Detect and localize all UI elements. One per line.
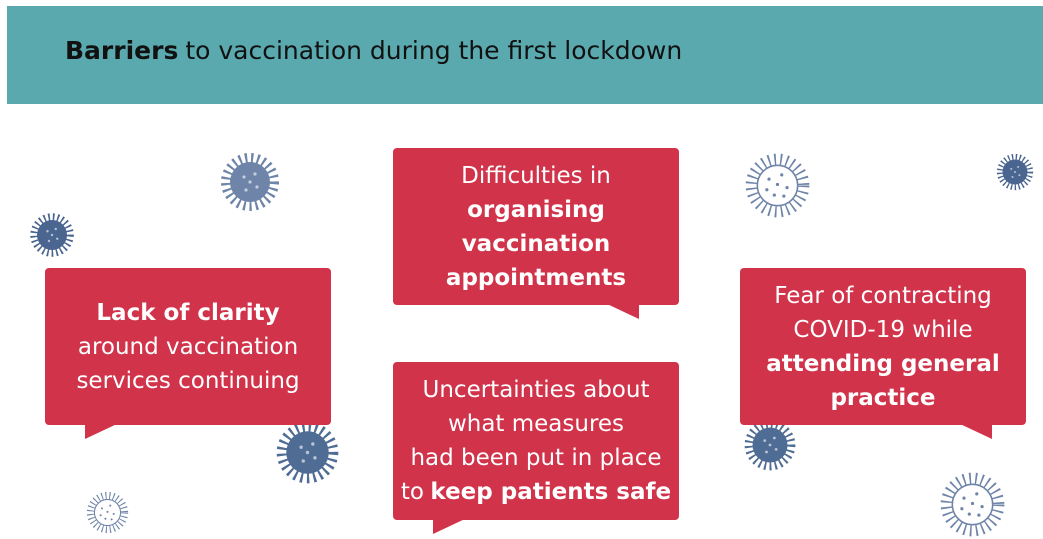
virus-icon: [752, 160, 803, 211]
bold-text: Barriers: [65, 36, 178, 65]
virus-icon: [1001, 158, 1029, 186]
text: to vaccination during the first lockdown: [185, 36, 682, 65]
bubble-tail: [605, 303, 639, 319]
text: to: [401, 479, 424, 505]
bubble-line: vaccination: [462, 227, 611, 261]
bold-text: vaccination: [462, 231, 611, 257]
bubble-tail: [958, 423, 992, 439]
bold-text: appointments: [446, 265, 626, 291]
text: services continuing: [76, 368, 299, 394]
virus-icon: [751, 426, 790, 465]
virus-icon: [284, 429, 331, 476]
speech-bubble: Lack of clarity around vaccination service…: [45, 268, 331, 425]
bubble-tail: [433, 518, 467, 534]
text: Uncertainties about: [423, 377, 650, 403]
bubble-line: organising: [467, 193, 605, 227]
bold-text: Lack of clarity: [96, 300, 279, 326]
bubble-line: what measures: [448, 407, 624, 441]
bubble-tail: [85, 423, 119, 439]
text: COVID-19 while: [793, 317, 972, 343]
speech-bubble: Uncertainties about what measures had been…: [393, 362, 679, 520]
bubble-line: attending general: [766, 347, 999, 381]
text: Difficulties in: [461, 163, 611, 189]
virus-icon: [947, 479, 998, 530]
bubble-line: had been put in place: [410, 441, 661, 475]
speech-bubble: Fear of contracting COVID-19 while attendi…: [740, 268, 1026, 425]
bold-text: keep patients safe: [430, 479, 671, 505]
bubble-line: practice: [830, 381, 935, 415]
bold-text: organising: [467, 197, 605, 223]
page: {"header": {"title": [{"text": "Barriers…: [0, 0, 1043, 539]
speech-bubble: Difficulties in organising vaccination appo…: [393, 148, 679, 305]
text: Fear of contracting: [774, 283, 992, 309]
bubble-line: Difficulties in: [461, 159, 611, 193]
virus-icon: [228, 160, 272, 204]
virus-icon: [36, 219, 69, 252]
virus-icon: [91, 496, 124, 529]
bold-text: attending general: [766, 351, 999, 377]
text: what measures: [448, 411, 624, 437]
bubble-line: around vaccination: [78, 330, 298, 364]
bubble-line: Fear of contracting: [774, 279, 992, 313]
bubble-line: COVID-19 while: [793, 313, 972, 347]
text: around vaccination: [78, 334, 298, 360]
text: had been put in place: [410, 445, 661, 471]
bubble-line: services continuing: [76, 364, 299, 398]
bubble-line: Uncertainties about: [423, 373, 650, 407]
bubble-line: appointments: [446, 261, 626, 295]
bold-text: practice: [830, 385, 935, 411]
bubble-line: Lack of clarity: [96, 296, 279, 330]
